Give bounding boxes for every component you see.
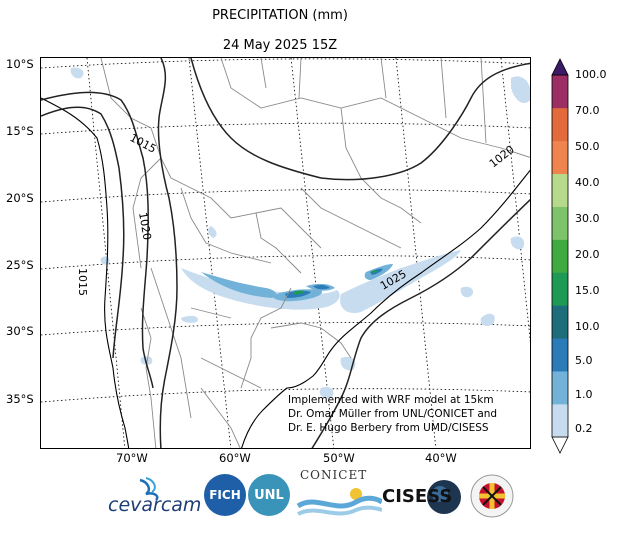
colorbar-extension-low (551, 436, 569, 454)
coastline (41, 97, 530, 448)
map-canvas: 1015 1015 1020 1020 1025 (41, 58, 530, 448)
logo-cisess: CISESS (382, 478, 464, 516)
lat-label-15s: 15°S (6, 124, 34, 138)
globe-icon (427, 480, 461, 514)
isobar-label: 1015 (128, 131, 159, 156)
lon-label-70w: 70°W (116, 451, 148, 465)
isobar-label: 1015 (76, 268, 89, 296)
colorbar-bin (552, 107, 568, 142)
colorbar-bin (552, 404, 568, 438)
colorbar-label: 20.0 (575, 248, 600, 261)
colorbar-label: 30.0 (575, 212, 600, 225)
colorbar-label: 70.0 (575, 104, 600, 117)
colorbar-label: 40.0 (575, 176, 600, 189)
lat-label-35s: 35°S (6, 392, 34, 406)
logo-cevarcam: cevarcam (108, 476, 204, 520)
lon-label-60w: 60°W (219, 451, 251, 465)
university-seal-icon (470, 474, 514, 518)
attribution-note: Implemented with WRF model at 15km Dr. O… (288, 393, 497, 435)
colorbar-label: 10.0 (575, 320, 600, 333)
logo-conicet: CONICET (296, 468, 382, 520)
logo-unl: UNL (248, 474, 290, 516)
cisess-wordmark: CISESS (382, 486, 453, 507)
unl-label: UNL (254, 487, 284, 503)
isobars (41, 58, 530, 448)
colorbar-bin (552, 338, 568, 372)
conicet-wordmark: CONICET (300, 468, 368, 482)
logo-umd-seal (470, 474, 514, 518)
cevarcam-wordmark: cevarcam (108, 494, 202, 516)
colorbar-label: 0.2 (575, 422, 593, 435)
isobar-label: 1020 (136, 211, 154, 241)
cevarcam-wave-icon (139, 477, 159, 501)
colorbar-extension-high (551, 58, 569, 76)
lat-label-30s: 30°S (6, 324, 34, 338)
colorbar-bin (552, 371, 568, 405)
colorbar-bin (552, 140, 568, 175)
attribution-line: Implemented with WRF model at 15km (288, 394, 494, 406)
logo-fich: FICH (204, 474, 246, 516)
colorbar-bin (552, 305, 568, 339)
colorbar-bin (552, 206, 568, 240)
colorbar-bin (552, 75, 568, 109)
graticule (41, 58, 530, 448)
colorbar-label: 50.0 (575, 140, 600, 153)
country-borders (100, 58, 530, 448)
colorbar-bin (552, 272, 568, 306)
attribution-line: Dr. E. Hugo Berbery from UMD/CISESS (288, 422, 489, 434)
colorbar-bin (552, 173, 568, 207)
chart-title: PRECIPITATION (mm) (212, 8, 348, 23)
lat-label-25s: 25°S (6, 258, 34, 272)
conicet-emblem-icon (296, 488, 382, 516)
chart-subtitle: 24 May 2025 15Z (222, 38, 338, 53)
fich-label: FICH (209, 488, 241, 502)
colorbar-label: 1.0 (575, 388, 593, 401)
lat-label-10s: 10°S (6, 57, 34, 71)
lon-label-50w: 50°W (323, 451, 355, 465)
lon-label-40w: 40°W (425, 451, 457, 465)
colorbar-bin (552, 239, 568, 273)
lat-label-20s: 20°S (6, 191, 34, 205)
precipitation-map: 1015 1015 1020 1020 1025 (40, 57, 531, 449)
colorbar (551, 58, 569, 454)
colorbar-label: 15.0 (575, 284, 600, 297)
colorbar-label: 100.0 (575, 68, 607, 81)
attribution-line: Dr. Omar Müller from UNL/CONICET and (288, 408, 498, 420)
colorbar-label: 5.0 (575, 354, 593, 367)
colorbar-bins (551, 58, 569, 454)
